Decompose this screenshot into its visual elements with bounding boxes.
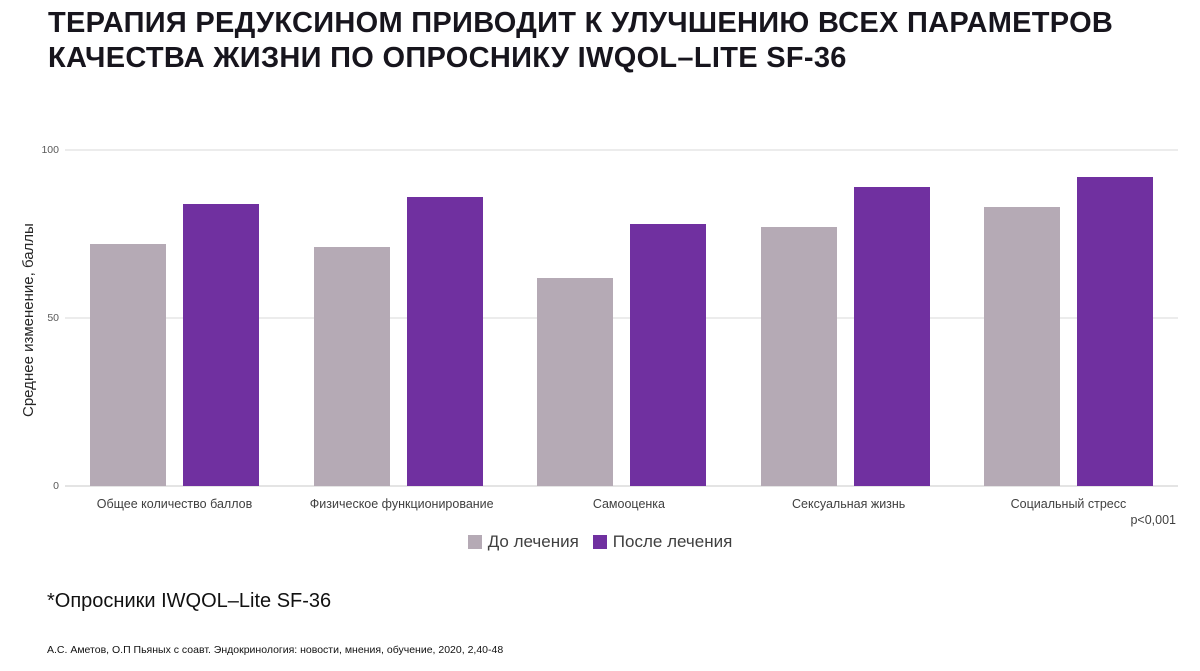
bar-После лечения bbox=[183, 203, 259, 486]
slide-title: ТЕРАПИЯ РЕДУКСИНОМ ПРИВОДИТ К УЛУЧШЕНИЮ … bbox=[48, 7, 1114, 75]
legend-label: После лечения bbox=[612, 532, 733, 551]
bar-До лечения bbox=[984, 207, 1060, 486]
bar-После лечения bbox=[853, 186, 930, 486]
gridline bbox=[65, 317, 1178, 319]
bar-group bbox=[313, 150, 483, 486]
bar-group bbox=[537, 150, 706, 486]
legend-item: До лечения bbox=[467, 532, 579, 552]
bar-До лечения bbox=[760, 227, 837, 486]
legend-swatch bbox=[592, 535, 607, 549]
bar-До лечения bbox=[90, 244, 166, 486]
plot-area: 0 50 100 bbox=[41, 144, 1178, 492]
x-axis-label: Общее количество баллов bbox=[96, 497, 253, 511]
footnote: *Опросники IWQOL–Lite SF-36 bbox=[47, 590, 332, 612]
bar-До лечения bbox=[313, 247, 390, 486]
legend-swatch bbox=[467, 535, 482, 549]
reference: А.С. Аметов, О.П Пьяных с соавт. Эндокри… bbox=[47, 644, 504, 656]
gridline bbox=[65, 485, 1178, 487]
x-axis-label: Самооценка bbox=[592, 497, 665, 511]
bar-После лечения bbox=[630, 223, 706, 486]
x-axis-label: Физическое функционирование bbox=[309, 497, 494, 511]
bar-group bbox=[90, 150, 259, 486]
bar-group bbox=[984, 150, 1153, 486]
x-axis-labels: Общее количество баллов Физическое функци… bbox=[65, 497, 1178, 511]
x-axis-label: Социальный стресс bbox=[1010, 497, 1127, 511]
y-tick-label: 100 bbox=[41, 144, 59, 156]
bar-group bbox=[760, 150, 930, 486]
gridline bbox=[65, 149, 1178, 151]
legend-label: До лечения bbox=[487, 532, 579, 551]
y-tick-label: 0 bbox=[53, 480, 59, 492]
y-tick-label: 50 bbox=[47, 312, 59, 324]
bar-groups bbox=[65, 150, 1178, 486]
bar-После лечения bbox=[1077, 176, 1153, 486]
bar-После лечения bbox=[406, 197, 483, 486]
legend: До лечения После лечения bbox=[0, 532, 1200, 552]
bar-До лечения bbox=[537, 277, 613, 486]
p-value-label: p<0,001 bbox=[1130, 513, 1176, 527]
legend-item: После лечения bbox=[592, 532, 733, 552]
x-axis-label: Сексуальная жизнь bbox=[792, 497, 906, 511]
